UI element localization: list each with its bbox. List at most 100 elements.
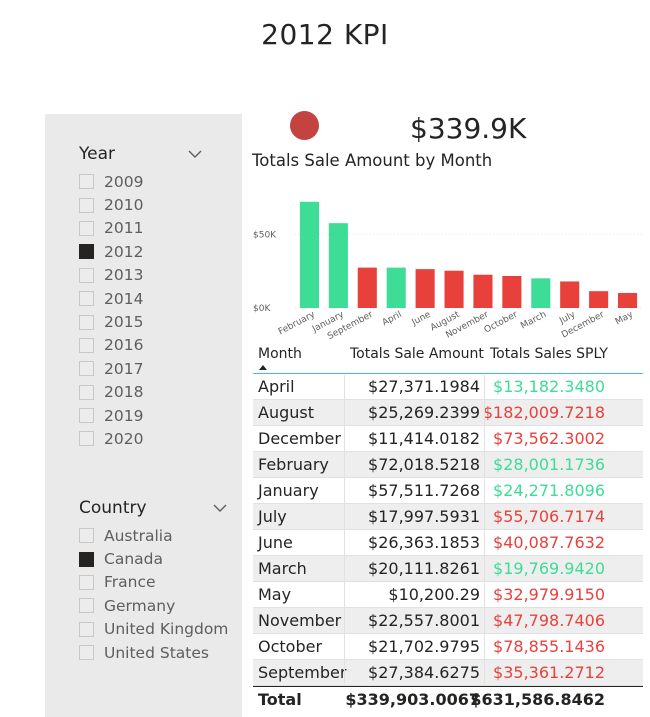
year-option[interactable]: 2011 bbox=[79, 217, 143, 240]
checkbox[interactable] bbox=[79, 408, 94, 424]
country-option[interactable]: Australia bbox=[79, 524, 228, 547]
cell-sales: $21,702.9795 bbox=[368, 637, 480, 656]
chevron-down-icon[interactable] bbox=[187, 146, 203, 162]
checkbox[interactable] bbox=[79, 645, 94, 661]
year-option-label: 2010 bbox=[104, 196, 144, 215]
table-row[interactable]: November $22,557.8001 $47,798.7406 bbox=[253, 608, 643, 634]
country-option[interactable]: Germany bbox=[79, 594, 228, 617]
col-header-month[interactable]: Month bbox=[258, 346, 302, 362]
bar-may[interactable] bbox=[617, 292, 638, 308]
country-option-label: United States bbox=[104, 643, 209, 662]
year-option[interactable]: 2020 bbox=[79, 427, 143, 450]
x-tick-label: April bbox=[381, 310, 404, 328]
year-option[interactable]: 2017 bbox=[79, 357, 143, 380]
bar-october[interactable] bbox=[502, 275, 522, 308]
year-option-label: 2017 bbox=[104, 359, 144, 378]
table-row[interactable]: March $20,111.8261 $19,769.9420 bbox=[253, 556, 643, 582]
checkbox[interactable] bbox=[79, 314, 94, 330]
checkbox[interactable] bbox=[79, 197, 94, 213]
checkbox-checked[interactable] bbox=[79, 551, 94, 567]
cell-month: August bbox=[258, 403, 314, 422]
year-option[interactable]: 2014 bbox=[79, 287, 143, 310]
country-option-label: Australia bbox=[104, 526, 173, 545]
table-row[interactable]: February $72,018.5218 $28,001.1736 bbox=[253, 452, 643, 478]
checkbox[interactable] bbox=[79, 431, 94, 447]
cell-month: March bbox=[258, 559, 307, 578]
table-row[interactable]: August $25,269.2399 $182,009.7218 bbox=[253, 400, 643, 426]
country-option-label: Germany bbox=[104, 596, 176, 615]
checkbox[interactable] bbox=[79, 621, 94, 637]
country-option[interactable]: Canada bbox=[79, 547, 228, 570]
sort-ascending-icon[interactable] bbox=[259, 365, 267, 370]
checkbox[interactable] bbox=[79, 384, 94, 400]
bar-january[interactable] bbox=[328, 223, 348, 308]
bar-august[interactable] bbox=[444, 270, 464, 308]
checkbox[interactable] bbox=[79, 220, 94, 236]
year-option[interactable]: 2010 bbox=[79, 193, 143, 216]
checkbox[interactable] bbox=[79, 291, 94, 307]
x-tick-label: May bbox=[614, 310, 636, 328]
table-row[interactable]: December $11,414.0182 $73,562.3002 bbox=[253, 426, 643, 452]
checkbox[interactable] bbox=[79, 267, 94, 283]
table-row[interactable]: June $26,363.1853 $40,087.7632 bbox=[253, 530, 643, 556]
year-option[interactable]: 2012 bbox=[79, 240, 143, 263]
country-slicer-header[interactable]: Country bbox=[79, 498, 228, 524]
table-row[interactable]: January $57,511.7268 $24,271.8096 bbox=[253, 478, 643, 504]
page-title: 2012 KPI bbox=[261, 18, 389, 51]
total-sales: $339,903.0067 bbox=[345, 690, 480, 709]
country-slicer-title: Country bbox=[79, 498, 147, 518]
cell-sales: $27,371.1984 bbox=[368, 377, 480, 396]
bar-july[interactable] bbox=[560, 281, 580, 308]
country-option[interactable]: United Kingdom bbox=[79, 618, 228, 641]
bar-march[interactable] bbox=[531, 278, 551, 308]
checkbox[interactable] bbox=[79, 337, 94, 353]
y-tick-label: $50K bbox=[253, 230, 277, 240]
bar-september[interactable] bbox=[357, 267, 377, 308]
bar-december[interactable] bbox=[589, 291, 609, 308]
chevron-down-icon[interactable] bbox=[212, 500, 228, 516]
x-tick-label: March bbox=[519, 310, 548, 332]
year-option[interactable]: 2019 bbox=[79, 404, 143, 427]
col-header-sales[interactable]: Totals Sale Amount bbox=[350, 346, 484, 362]
table-row[interactable]: September $27,384.6275 $35,361.2712 bbox=[253, 660, 643, 686]
checkbox[interactable] bbox=[79, 174, 94, 190]
checkbox[interactable] bbox=[79, 528, 94, 544]
bar-november[interactable] bbox=[473, 274, 493, 308]
bar-april[interactable] bbox=[386, 267, 406, 308]
year-option[interactable]: 2018 bbox=[79, 381, 143, 404]
cell-sales: $27,384.6275 bbox=[368, 663, 480, 682]
cell-sply: $182,009.7218 bbox=[482, 403, 605, 422]
table-row[interactable]: July $17,997.5931 $55,706.7174 bbox=[253, 504, 643, 530]
year-option[interactable]: 2016 bbox=[79, 334, 143, 357]
country-option[interactable]: United States bbox=[79, 641, 228, 664]
year-slicer-header[interactable]: Year bbox=[79, 144, 202, 170]
checkbox[interactable] bbox=[79, 574, 94, 590]
year-option-label: 2019 bbox=[104, 406, 144, 425]
checkbox[interactable] bbox=[79, 598, 94, 614]
bar-february[interactable] bbox=[299, 201, 320, 308]
table-row[interactable]: October $21,702.9795 $78,855.1436 bbox=[253, 634, 643, 660]
table-row[interactable]: May $10,200.29 $32,979.9150 bbox=[253, 582, 643, 608]
country-option[interactable]: France bbox=[79, 571, 228, 594]
year-option-label: 2020 bbox=[104, 429, 144, 448]
cell-sply: $13,182.3480 bbox=[493, 377, 605, 396]
kpi-value: $339.9K bbox=[410, 112, 527, 145]
column-divider bbox=[484, 375, 485, 683]
year-option[interactable]: 2013 bbox=[79, 264, 143, 287]
year-option[interactable]: 2009 bbox=[79, 170, 143, 193]
y-tick-label: $0K bbox=[253, 304, 271, 314]
cell-sales: $11,414.0182 bbox=[368, 429, 480, 448]
cell-sales: $20,111.8261 bbox=[368, 559, 480, 578]
bar-june[interactable] bbox=[415, 269, 435, 308]
cell-sply: $28,001.1736 bbox=[493, 455, 605, 474]
table-header: Month Totals Sale Amount Totals Sales SP… bbox=[253, 343, 643, 374]
table-row[interactable]: April $27,371.1984 $13,182.3480 bbox=[253, 374, 643, 400]
cell-sply: $55,706.7174 bbox=[493, 507, 605, 526]
year-option[interactable]: 2015 bbox=[79, 310, 143, 333]
checkbox[interactable] bbox=[79, 361, 94, 377]
cell-sply: $35,361.2712 bbox=[493, 663, 605, 682]
checkbox-checked[interactable] bbox=[79, 244, 94, 260]
col-header-sply[interactable]: Totals Sales SPLY bbox=[490, 346, 608, 362]
cell-month: December bbox=[258, 429, 341, 448]
